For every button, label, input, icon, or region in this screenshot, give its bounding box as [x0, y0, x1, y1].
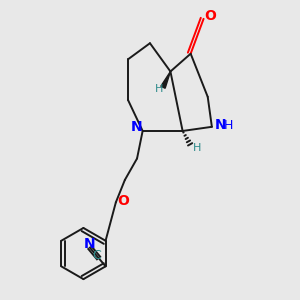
Polygon shape — [161, 71, 170, 88]
Text: N: N — [130, 120, 142, 134]
Text: H: H — [224, 119, 233, 132]
Text: C: C — [93, 249, 101, 262]
Text: H: H — [193, 143, 201, 153]
Text: N: N — [214, 118, 226, 132]
Text: O: O — [204, 9, 216, 23]
Text: O: O — [117, 194, 129, 208]
Text: N: N — [84, 237, 96, 251]
Text: H: H — [155, 84, 163, 94]
